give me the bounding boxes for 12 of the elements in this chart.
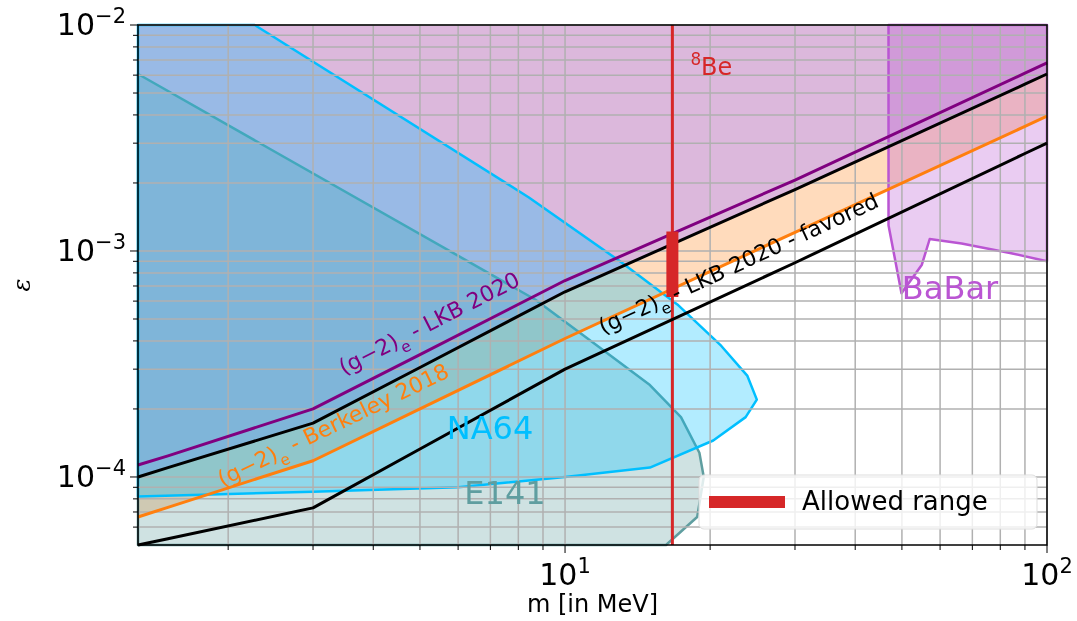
y-axis-title: ε — [8, 278, 36, 292]
annotation: BaBar — [901, 269, 999, 307]
annotation: E141 — [464, 474, 546, 512]
ref-line-label: $^{8}$Be — [690, 49, 733, 81]
x-tick-label: 10$^{2}$ — [1021, 554, 1073, 592]
y-tick-label: 10$^{−4}$ — [56, 455, 126, 494]
x-axis-title: m [in MeV] — [526, 590, 659, 618]
annotation: NA64 — [446, 409, 534, 447]
legend-label: Allowed range — [802, 485, 988, 516]
x-tick-label: 10$^{1}$ — [539, 554, 591, 592]
y-tick-label: 10$^{−3}$ — [56, 229, 126, 268]
y-tick-label: 10$^{−2}$ — [56, 4, 126, 42]
